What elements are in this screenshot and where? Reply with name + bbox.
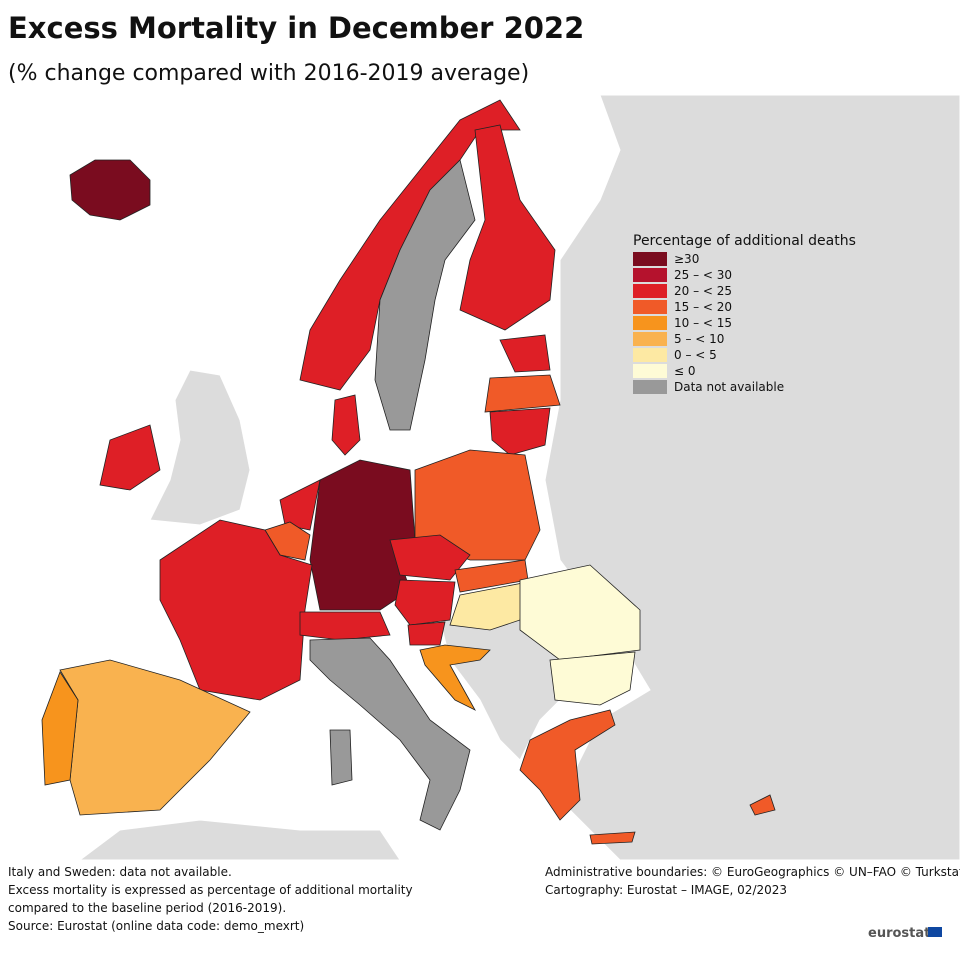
legend-swatch <box>633 348 667 362</box>
legend-label: 0 – < 5 <box>674 348 717 362</box>
logo: eurostat <box>868 926 930 941</box>
legend: Percentage of additional deaths ≥30 25 – … <box>633 233 856 394</box>
country-region <box>419 644 491 711</box>
land <box>78 819 401 861</box>
legend-swatch <box>633 300 667 314</box>
land <box>149 369 251 526</box>
legend-label: ≤ 0 <box>674 364 696 378</box>
note: Source: Eurostat (online data code: demo… <box>8 919 304 933</box>
legend-swatch <box>633 380 667 394</box>
legend-swatch <box>633 252 667 266</box>
country-region <box>394 579 456 626</box>
country-region <box>69 159 151 221</box>
country-region <box>159 519 313 701</box>
legend-label: 5 – < 10 <box>674 332 724 346</box>
logo-flag <box>928 927 942 937</box>
country-region <box>484 374 561 413</box>
legend-swatch <box>633 284 667 298</box>
country-region <box>299 611 391 641</box>
country-region <box>449 581 529 631</box>
legend-label: Data not available <box>674 380 784 394</box>
subtitle: (% change compared with 2016-2019 averag… <box>8 61 529 86</box>
country-region <box>519 709 616 821</box>
country-region <box>331 394 361 456</box>
map <box>0 94 960 861</box>
legend-swatch <box>633 316 667 330</box>
country-region <box>407 621 446 646</box>
country-region <box>749 794 776 816</box>
country-region <box>519 564 641 661</box>
legend-swatch <box>633 268 667 282</box>
country-region <box>389 534 471 581</box>
credit: Cartography: Eurostat – IMAGE, 02/2023 <box>545 883 787 897</box>
note: Excess mortality is expressed as percent… <box>8 883 413 897</box>
country-region <box>589 831 636 845</box>
title: Excess Mortality in December 2022 <box>8 11 584 45</box>
legend-swatch <box>633 332 667 346</box>
legend-label: 20 – < 25 <box>674 284 732 298</box>
land <box>544 94 960 861</box>
legend-label: ≥30 <box>674 252 699 266</box>
country-region <box>499 334 551 373</box>
legend-swatch <box>633 364 667 378</box>
country-region <box>329 729 353 786</box>
country-region <box>459 124 556 331</box>
country-region <box>374 159 476 431</box>
country-region <box>99 424 161 491</box>
legend-label: 15 – < 20 <box>674 300 732 314</box>
country-region <box>309 637 471 831</box>
note: Italy and Sweden: data not available. <box>8 865 232 879</box>
country-region <box>549 651 636 706</box>
note: compared to the baseline period (2016-20… <box>8 901 286 915</box>
country-region <box>279 479 321 531</box>
country-region <box>41 671 79 786</box>
country-region <box>489 407 551 456</box>
legend-label: 10 – < 15 <box>674 316 732 330</box>
legend-title: Percentage of additional deaths <box>633 233 856 249</box>
credit: Administrative boundaries: © EuroGeograp… <box>545 865 960 879</box>
legend-label: 25 – < 30 <box>674 268 732 282</box>
